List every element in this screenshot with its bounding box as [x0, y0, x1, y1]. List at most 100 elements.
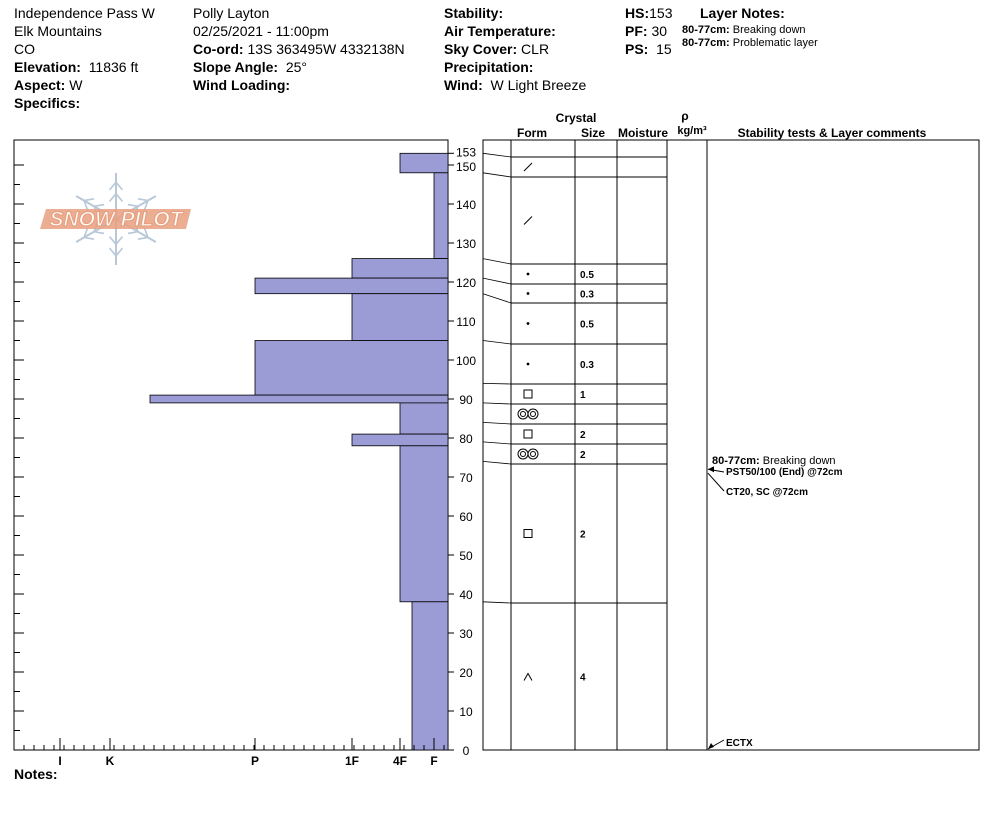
aspect: Aspect: W — [14, 77, 83, 93]
ps: PS: 15 — [625, 41, 672, 57]
hardness-bar — [399, 402, 449, 435]
stability-test: PST50/100 (End) @72cm — [726, 467, 843, 478]
height-tick-label: 120 — [456, 276, 476, 290]
location-name: Independence Pass W — [14, 5, 155, 21]
snowflake-branch — [115, 236, 124, 245]
crystal-form-melt-freeze-icon — [517, 448, 539, 460]
hardness-label: F — [430, 754, 437, 768]
melt-freeze-ring — [530, 411, 536, 417]
stability-test: ECTX — [726, 738, 753, 749]
depth-connector — [482, 258, 512, 265]
hardness-bar — [254, 340, 449, 396]
rounded-dot — [526, 322, 530, 325]
snowflake-branch — [127, 203, 139, 208]
snowflake-branch — [83, 227, 89, 238]
hs: HS:153 — [625, 5, 673, 21]
hardness-bar — [351, 433, 449, 447]
height-tick-label: 90 — [459, 393, 473, 407]
depth-connector — [482, 441, 512, 445]
sky-cover: Sky Cover: CLR — [444, 41, 550, 57]
hardness-label: 4F — [393, 754, 407, 768]
hardness-bar — [149, 394, 449, 404]
depth-connector — [482, 601, 512, 604]
stability-test: CT20, SC @72cm — [726, 487, 808, 498]
height-tick-label: 80 — [459, 432, 473, 446]
state: CO — [14, 41, 35, 57]
snowflake-branch — [143, 227, 149, 238]
hardness-bar — [411, 601, 449, 751]
air-temperature: Air Temperature: — [444, 23, 556, 39]
crystal-form-faceted-icon — [523, 429, 533, 439]
melt-freeze-ring — [527, 448, 539, 460]
snowflake-branch — [108, 181, 117, 191]
stability-header: Stability tests & Layer comments — [738, 126, 927, 140]
crystal-form-melt-freeze-icon — [517, 408, 539, 420]
snowflake-branch — [108, 193, 117, 202]
height-tick-label: 20 — [459, 666, 473, 680]
snowflake-branch — [115, 181, 124, 191]
height-tick-label: 40 — [459, 588, 473, 602]
hardness-bar — [433, 172, 449, 260]
melt-freeze-ring — [530, 451, 536, 457]
stability-test-pointer — [707, 472, 725, 492]
hardness-bar — [351, 293, 449, 341]
crystal-size: 1 — [580, 390, 586, 401]
hardness-label: P — [251, 754, 259, 768]
layer-note-1: 80-77cm: Breaking down — [682, 24, 806, 36]
crystal-form-decomposing-icon — [523, 216, 533, 225]
decomposing-stroke — [523, 162, 533, 172]
depth-connector — [482, 152, 512, 158]
stability: Stability: — [444, 5, 504, 21]
snowflake-branch — [83, 198, 95, 202]
coordinates: Co-ord: 13S 363495W 4332138N — [193, 41, 405, 57]
layer-comment: 80-77cm: Breaking down — [712, 455, 836, 467]
snowflake-branch — [108, 247, 117, 257]
crystal-size: 4 — [580, 673, 586, 684]
slope-angle: Slope Angle: 25° — [193, 59, 307, 75]
faceted-square — [523, 529, 533, 538]
strata-table-frame — [482, 139, 980, 751]
height-tick-label: 50 — [459, 549, 473, 563]
crystal-form-rounded-icon — [526, 362, 530, 366]
rounded-dot — [526, 272, 530, 276]
density-unit-header: kg/m³ — [677, 125, 707, 137]
snowflake-branch — [83, 200, 89, 211]
snowpilot-logo — [40, 173, 191, 265]
stability-test-arrowhead — [708, 743, 714, 749]
melt-freeze-ring — [520, 451, 526, 457]
hardness-bar — [351, 258, 449, 279]
mountain-range: Elk Mountains — [14, 23, 102, 39]
stability-test-arrowhead — [708, 466, 714, 473]
hardness-bar — [254, 277, 449, 295]
melt-freeze-ring — [520, 411, 526, 417]
hardness-bar — [399, 445, 449, 603]
height-tick-label: 140 — [456, 198, 476, 212]
notes-label: Notes: — [14, 766, 58, 782]
crystal-form-depth-hoar-icon — [523, 672, 533, 681]
layer-comment-text: Breaking down — [760, 455, 836, 467]
depth-connector — [482, 340, 512, 345]
wind-loading: Wind Loading: — [193, 77, 291, 93]
height-tick-label: 110 — [456, 315, 475, 329]
crystal-form-faceted-icon — [523, 529, 533, 538]
height-tick-label: 30 — [459, 627, 473, 641]
rounded-dot — [526, 292, 530, 295]
decomposing-stroke — [523, 216, 533, 225]
height-tick-label: 153 — [456, 145, 476, 159]
specifics: Specifics: — [14, 95, 81, 111]
datetime: 02/25/2021 - 11:00pm — [193, 23, 329, 39]
form-header: Form — [517, 126, 547, 140]
logo-text: SNOW PILOT — [50, 208, 185, 231]
crystal-size: 2 — [580, 530, 586, 541]
height-tick-label: 150 — [456, 160, 476, 174]
height-tick-label: 10 — [459, 705, 473, 719]
snowflake-branch — [93, 230, 105, 235]
hardness-label: I — [58, 754, 61, 768]
size-header: Size — [581, 126, 605, 140]
snowflake-branch — [83, 236, 95, 240]
melt-freeze-ring — [527, 408, 539, 420]
depth-connector — [482, 383, 512, 385]
snowflake-branch — [127, 230, 139, 235]
layer-note-2: 80-77cm: Problematic layer — [682, 37, 818, 49]
